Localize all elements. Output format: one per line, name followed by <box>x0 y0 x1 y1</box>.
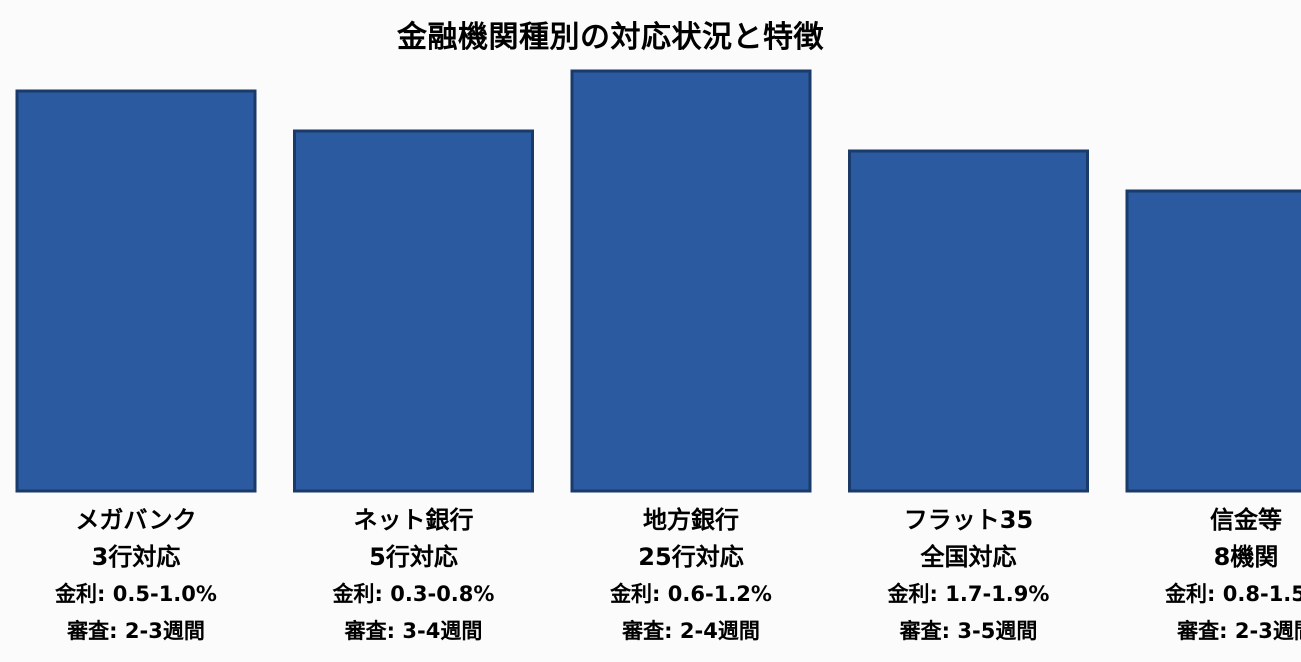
bar-3 <box>570 69 812 493</box>
category-count: 5行対応 <box>369 543 458 571</box>
category-rate: 金利: 0.3-0.8% <box>332 582 495 606</box>
category-rate: 金利: 1.7-1.9% <box>887 582 1050 606</box>
category-review: 審査: 2-3週間 <box>67 619 205 643</box>
category-label-2: ネット銀行 5行対応金利: 0.3-0.8% 審査: 3-4週間 <box>279 502 549 650</box>
category-count: 8機関 <box>1213 543 1279 571</box>
category-rate: 金利: 0.8-1.5% <box>1165 582 1301 606</box>
bar-5 <box>1125 189 1301 493</box>
category-review: 審査: 3-5週間 <box>899 619 1038 643</box>
category-review: 審査: 2-3週間 <box>1177 619 1301 643</box>
category-count: 25行対応 <box>638 543 744 571</box>
category-rate: 金利: 0.6-1.2% <box>610 582 772 606</box>
chart-title: 金融機関種別の対応状況と特徴 <box>397 20 824 55</box>
bar-4 <box>848 149 1089 493</box>
category-name: 地方銀行 <box>643 506 739 534</box>
category-name: フラット35 <box>903 506 1034 534</box>
category-name: 信金等 <box>1210 506 1282 534</box>
category-review: 審査: 3-4週間 <box>344 619 483 643</box>
category-count: 全国対応 <box>920 543 1017 571</box>
category-label-3: 地方銀行 25行対応金利: 0.6-1.2% 審査: 2-4週間 <box>556 502 826 650</box>
category-rate: 金利: 0.5-1.0% <box>55 582 217 606</box>
category-label-4: フラット35 全国対応金利: 1.7-1.9% 審査: 3-5週間 <box>834 502 1104 650</box>
category-review: 審査: 2-4週間 <box>622 619 760 643</box>
category-count: 3行対応 <box>91 543 181 571</box>
bar-1 <box>15 89 257 493</box>
category-label-1: メガバンク 3行対応金利: 0.5-1.0% 審査: 2-3週間 <box>1 502 271 650</box>
category-name: ネット銀行 <box>353 506 474 534</box>
bar-2 <box>293 129 534 493</box>
category-name: メガバンク <box>75 506 197 534</box>
